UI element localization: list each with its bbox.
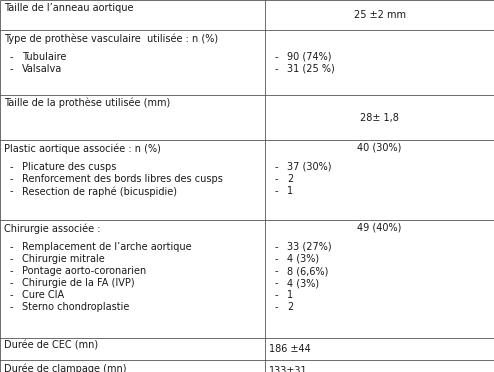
Text: 33 (27%): 33 (27%)	[287, 242, 331, 252]
Text: 31 (25 %): 31 (25 %)	[287, 64, 335, 74]
Text: Durée de CEC (mn): Durée de CEC (mn)	[4, 341, 98, 351]
Text: -: -	[10, 242, 13, 252]
Text: 28± 1,8: 28± 1,8	[360, 112, 399, 122]
Text: Cure CIA: Cure CIA	[22, 290, 64, 300]
Text: 4 (3%): 4 (3%)	[287, 278, 319, 288]
Text: -: -	[275, 162, 279, 172]
Text: -: -	[10, 266, 13, 276]
Text: 90 (74%): 90 (74%)	[287, 52, 331, 62]
Text: -: -	[275, 290, 279, 300]
Text: -: -	[10, 52, 13, 62]
Text: 1: 1	[287, 290, 293, 300]
Text: Remplacement de l’arche aortique: Remplacement de l’arche aortique	[22, 242, 192, 252]
Text: -: -	[10, 186, 13, 196]
Text: -: -	[275, 52, 279, 62]
Text: Durée de clampage (mn): Durée de clampage (mn)	[4, 363, 126, 372]
Text: 8 (6,6%): 8 (6,6%)	[287, 266, 329, 276]
Text: 1: 1	[287, 186, 293, 196]
Text: -: -	[275, 64, 279, 74]
Text: Plastic aortique associée : n (%): Plastic aortique associée : n (%)	[4, 143, 161, 154]
Text: Renforcement des bords libres des cusps: Renforcement des bords libres des cusps	[22, 174, 223, 184]
Text: Type de prothèse vasculaire  utilisée : n (%): Type de prothèse vasculaire utilisée : n…	[4, 33, 218, 44]
Text: Tubulaire: Tubulaire	[22, 52, 66, 62]
Text: -: -	[275, 186, 279, 196]
Text: Valsalva: Valsalva	[22, 64, 62, 74]
Text: -: -	[10, 162, 13, 172]
Text: Taille de l’anneau aortique: Taille de l’anneau aortique	[4, 3, 133, 13]
Text: 37 (30%): 37 (30%)	[287, 162, 331, 172]
Text: Taille de la prothèse utilisée (mm): Taille de la prothèse utilisée (mm)	[4, 98, 170, 109]
Text: -: -	[275, 278, 279, 288]
Text: -: -	[275, 302, 279, 312]
Text: -: -	[275, 174, 279, 184]
Text: 4 (3%): 4 (3%)	[287, 254, 319, 264]
Text: 40 (30%): 40 (30%)	[357, 143, 402, 153]
Text: 186 ±44: 186 ±44	[269, 344, 311, 354]
Text: Chirurgie de la FA (IVP): Chirurgie de la FA (IVP)	[22, 278, 135, 288]
Text: -: -	[275, 254, 279, 264]
Text: Pontage aorto-coronarien: Pontage aorto-coronarien	[22, 266, 146, 276]
Text: -: -	[275, 242, 279, 252]
Text: Sterno chondroplastie: Sterno chondroplastie	[22, 302, 129, 312]
Text: 49 (40%): 49 (40%)	[357, 223, 402, 233]
Text: Chirurgie mitrale: Chirurgie mitrale	[22, 254, 105, 264]
Text: 2: 2	[287, 302, 293, 312]
Text: 133±31: 133±31	[269, 366, 308, 372]
Text: -: -	[10, 290, 13, 300]
Text: -: -	[10, 254, 13, 264]
Text: -: -	[10, 174, 13, 184]
Text: 2: 2	[287, 174, 293, 184]
Text: Chirurgie associée :: Chirurgie associée :	[4, 223, 100, 234]
Text: 25 ±2 mm: 25 ±2 mm	[354, 10, 406, 20]
Text: -: -	[10, 278, 13, 288]
Text: -: -	[275, 266, 279, 276]
Text: Resection de raphé (bicuspidie): Resection de raphé (bicuspidie)	[22, 186, 177, 196]
Text: -: -	[10, 302, 13, 312]
Text: Plicature des cusps: Plicature des cusps	[22, 162, 117, 172]
Text: -: -	[10, 64, 13, 74]
